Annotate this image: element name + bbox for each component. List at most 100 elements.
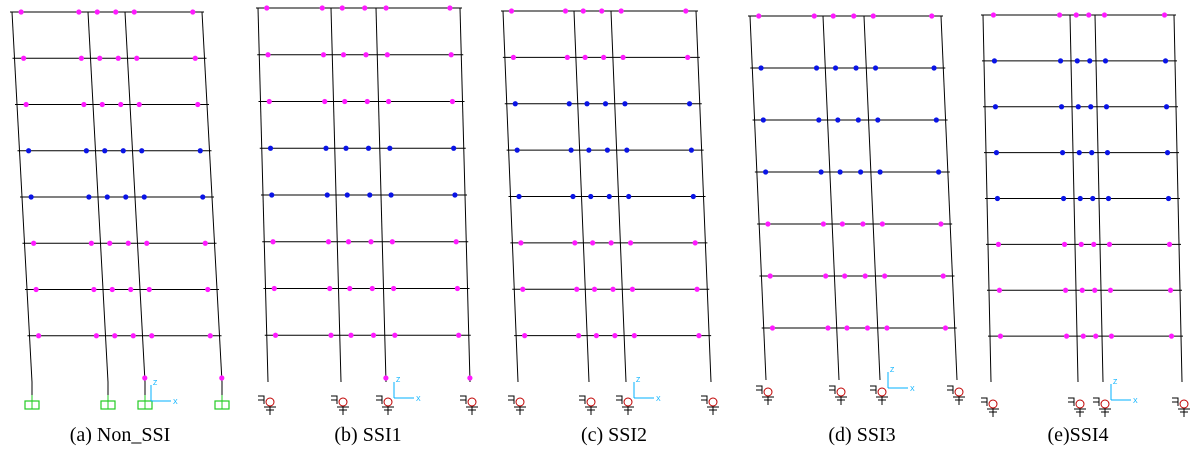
spring-support-ring bbox=[1179, 399, 1189, 409]
plastic-hinge-dot bbox=[877, 169, 883, 175]
plastic-hinge-dot bbox=[320, 52, 327, 58]
spring-support-glyph bbox=[1068, 397, 1075, 406]
plastic-hinge-dot bbox=[696, 333, 702, 339]
plastic-hinge-dot bbox=[622, 101, 628, 107]
frame-drawing: ZX bbox=[748, 13, 965, 405]
plastic-hinge-dot bbox=[580, 8, 586, 14]
plastic-hinge-dot bbox=[620, 54, 626, 60]
plastic-hinge-dot bbox=[1093, 333, 1099, 339]
plastic-hinge-dot bbox=[453, 239, 459, 245]
plastic-hinge-dot bbox=[362, 5, 368, 11]
axis-x-label: X bbox=[173, 399, 178, 406]
plastic-hinge-dot bbox=[756, 13, 762, 19]
spring-support-icon bbox=[756, 385, 774, 405]
column-line bbox=[940, 15, 958, 381]
panel-caption: (d) SSI3 bbox=[828, 424, 896, 446]
plastic-hinge-dot bbox=[1162, 58, 1169, 64]
plastic-hinge-dot bbox=[104, 194, 110, 200]
spring-support-icon bbox=[579, 395, 597, 415]
plastic-hinge-dot bbox=[1164, 150, 1171, 156]
plastic-hinge-dot bbox=[340, 52, 347, 58]
plastic-hinge-dot bbox=[36, 333, 42, 339]
spring-support-ring bbox=[836, 387, 846, 397]
plastic-hinge-dot bbox=[997, 333, 1004, 339]
plastic-hinge-dot bbox=[602, 101, 609, 107]
plastic-hinge-dot bbox=[112, 333, 118, 339]
plastic-hinge-dot bbox=[123, 194, 129, 200]
plastic-hinge-dot bbox=[385, 98, 392, 105]
plastic-hinge-dot bbox=[604, 147, 610, 153]
spring-support-base bbox=[1074, 408, 1086, 417]
plastic-hinge-dot bbox=[599, 8, 605, 14]
axis-x-label: X bbox=[416, 396, 421, 403]
plastic-hinge-dot bbox=[837, 169, 843, 175]
plastic-hinge-dot bbox=[931, 65, 937, 71]
plastic-hinge-dot bbox=[626, 193, 632, 200]
axis-z-label: Z bbox=[1113, 379, 1118, 386]
plastic-hinge-dot bbox=[593, 333, 599, 339]
plastic-hinge-dot bbox=[33, 286, 39, 293]
plastic-hinge-dot bbox=[591, 286, 598, 292]
plastic-hinge-dot bbox=[694, 286, 700, 292]
spring-support-glyph bbox=[829, 385, 836, 394]
spring-support-base bbox=[622, 406, 634, 415]
fixed-support-icon bbox=[24, 395, 40, 410]
plastic-hinge-dot bbox=[1101, 12, 1108, 18]
plastic-hinge-dot bbox=[131, 9, 137, 15]
plastic-hinge-dot bbox=[514, 147, 520, 153]
plastic-hinge-dot bbox=[1091, 241, 1097, 247]
plastic-hinge-dot bbox=[144, 240, 150, 246]
plastic-hinge-dot bbox=[839, 221, 845, 227]
spring-support-ring bbox=[1075, 399, 1085, 409]
spring-support-ring bbox=[383, 397, 393, 407]
column-line bbox=[749, 15, 767, 381]
plastic-hinge-dot bbox=[995, 241, 1002, 247]
plastic-hinge-dot bbox=[1078, 241, 1084, 247]
plastic-hinge-dot bbox=[590, 240, 596, 246]
spring-support-glyph bbox=[1093, 397, 1100, 406]
spring-support-glyph bbox=[460, 395, 467, 404]
plastic-hinge-dot bbox=[367, 192, 373, 198]
spring-support-glyph bbox=[947, 385, 954, 394]
plastic-hinge-dot bbox=[264, 5, 270, 11]
axis-triad-icon: ZX bbox=[633, 377, 661, 403]
plastic-hinge-dot bbox=[456, 332, 462, 338]
plastic-hinge-dot bbox=[879, 221, 885, 227]
axis-triad-icon: ZX bbox=[150, 380, 178, 406]
plastic-hinge-dot bbox=[31, 240, 37, 246]
plastic-hinge-dot bbox=[323, 145, 329, 151]
plastic-hinge-dot bbox=[1105, 195, 1112, 202]
spring-support-icon bbox=[1172, 397, 1190, 417]
plastic-hinge-dot bbox=[1106, 241, 1113, 247]
plastic-hinge-dot bbox=[844, 325, 850, 331]
spring-support-ring bbox=[586, 397, 596, 407]
spring-support-icon bbox=[616, 395, 634, 415]
plastic-hinge-dot bbox=[192, 55, 198, 61]
spring-support-ring bbox=[467, 397, 477, 407]
plastic-hinge-dot bbox=[631, 333, 637, 339]
spring-support-ring bbox=[763, 387, 773, 397]
plastic-hinge-dot bbox=[1079, 287, 1085, 293]
plastic-hinge-dot bbox=[339, 5, 345, 11]
plastic-hinge-dot bbox=[139, 148, 145, 154]
plastic-hinge-dot bbox=[758, 65, 764, 71]
plastic-hinge-dot bbox=[601, 54, 607, 60]
plastic-hinge-dot bbox=[388, 192, 394, 198]
spring-support-glyph bbox=[870, 385, 877, 394]
plastic-hinge-dot bbox=[205, 286, 211, 293]
plastic-hinge-dot bbox=[348, 332, 354, 338]
plastic-hinge-dot bbox=[830, 13, 836, 19]
plastic-hinge-dot bbox=[1107, 287, 1114, 293]
plastic-hinge-dot bbox=[624, 147, 630, 153]
plastic-hinge-dot bbox=[508, 8, 515, 14]
axis-triad-icon: ZX bbox=[887, 367, 915, 393]
plastic-hinge-dot bbox=[107, 240, 113, 246]
axis-z-label: Z bbox=[153, 380, 158, 387]
plastic-hinge-dot bbox=[325, 239, 332, 245]
plastic-hinge-dot bbox=[369, 285, 375, 292]
plastic-hinge-dot bbox=[610, 286, 616, 292]
plastic-hinge-dot bbox=[816, 117, 822, 123]
plastic-hinge-dot bbox=[767, 273, 773, 279]
